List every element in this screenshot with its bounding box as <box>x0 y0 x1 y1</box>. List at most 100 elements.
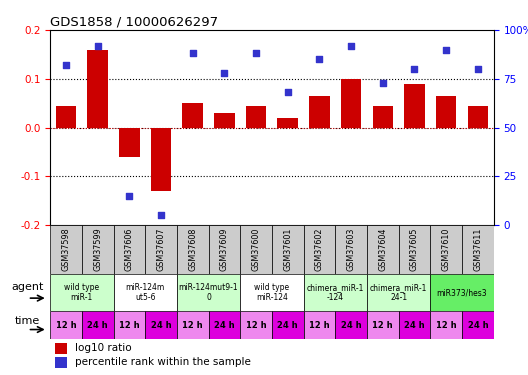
Text: 24 h: 24 h <box>150 321 172 330</box>
Text: wild type
miR-1: wild type miR-1 <box>64 283 99 302</box>
Bar <box>177 311 209 339</box>
Text: GSM37609: GSM37609 <box>220 228 229 271</box>
Bar <box>462 311 494 339</box>
Text: GSM37610: GSM37610 <box>441 228 451 271</box>
Text: percentile rank within the sample: percentile rank within the sample <box>74 357 250 368</box>
Text: miR-124mut9-1
0: miR-124mut9-1 0 <box>179 283 238 302</box>
Text: GSM37602: GSM37602 <box>315 228 324 271</box>
Bar <box>88 50 108 128</box>
Bar <box>177 225 209 274</box>
Bar <box>209 311 240 339</box>
Bar <box>240 311 272 339</box>
Point <box>347 43 355 49</box>
Text: log10 ratio: log10 ratio <box>74 343 131 353</box>
Bar <box>119 128 139 157</box>
Bar <box>145 311 177 339</box>
Bar <box>335 225 367 274</box>
Bar <box>50 274 114 311</box>
Bar <box>367 311 399 339</box>
Bar <box>177 274 240 311</box>
Text: GDS1858 / 10000626297: GDS1858 / 10000626297 <box>50 16 218 29</box>
Point <box>410 66 419 72</box>
Text: agent: agent <box>12 282 44 292</box>
Text: GSM37599: GSM37599 <box>93 228 102 271</box>
Point <box>157 212 165 218</box>
Bar <box>56 106 76 128</box>
Text: 24 h: 24 h <box>467 321 488 330</box>
Bar <box>309 96 329 128</box>
Bar <box>114 274 177 311</box>
Bar <box>54 357 67 368</box>
Text: GSM37600: GSM37600 <box>251 228 261 271</box>
Text: time: time <box>15 316 40 326</box>
Bar <box>54 343 67 354</box>
Bar <box>272 311 304 339</box>
Text: GSM37604: GSM37604 <box>378 228 388 271</box>
Bar <box>430 274 494 311</box>
Bar <box>304 311 335 339</box>
Bar <box>114 311 145 339</box>
Point <box>315 56 324 62</box>
Bar <box>399 225 430 274</box>
Text: GSM37606: GSM37606 <box>125 228 134 271</box>
Bar <box>183 103 203 128</box>
Bar <box>240 274 304 311</box>
Bar <box>367 274 430 311</box>
Text: 12 h: 12 h <box>436 321 457 330</box>
Bar <box>277 118 298 128</box>
Text: 12 h: 12 h <box>119 321 140 330</box>
Text: GSM37603: GSM37603 <box>346 228 356 271</box>
Bar <box>367 225 399 274</box>
Bar <box>209 225 240 274</box>
Text: miR373/hes3: miR373/hes3 <box>437 288 487 297</box>
Text: 12 h: 12 h <box>246 321 267 330</box>
Bar <box>50 311 82 339</box>
Bar <box>430 311 462 339</box>
Bar <box>151 128 171 191</box>
Bar <box>82 225 114 274</box>
Text: chimera_miR-1
-124: chimera_miR-1 -124 <box>307 283 364 302</box>
Text: 24 h: 24 h <box>214 321 235 330</box>
Point <box>62 62 70 68</box>
Text: GSM37608: GSM37608 <box>188 228 197 271</box>
Text: 12 h: 12 h <box>55 321 77 330</box>
Text: GSM37605: GSM37605 <box>410 228 419 271</box>
Point <box>125 193 134 199</box>
Text: GSM37601: GSM37601 <box>283 228 293 271</box>
Bar <box>430 225 462 274</box>
Text: 24 h: 24 h <box>277 321 298 330</box>
Bar <box>240 225 272 274</box>
Bar <box>304 274 367 311</box>
Point <box>474 66 482 72</box>
Bar <box>114 225 145 274</box>
Point <box>220 70 229 76</box>
Point <box>188 50 197 56</box>
Bar <box>304 225 335 274</box>
Text: 24 h: 24 h <box>404 321 425 330</box>
Point <box>93 43 102 49</box>
Point <box>442 46 450 53</box>
Text: wild type
miR-124: wild type miR-124 <box>254 283 289 302</box>
Bar <box>467 106 488 128</box>
Point <box>252 50 260 56</box>
Text: GSM37607: GSM37607 <box>156 228 166 271</box>
Text: GSM37611: GSM37611 <box>473 228 483 271</box>
Bar <box>214 113 234 128</box>
Text: chimera_miR-1
24-1: chimera_miR-1 24-1 <box>370 283 427 302</box>
Text: 12 h: 12 h <box>309 321 330 330</box>
Bar <box>272 225 304 274</box>
Bar <box>372 106 393 128</box>
Point <box>284 89 292 95</box>
Bar <box>341 79 361 128</box>
Bar <box>399 311 430 339</box>
Text: 12 h: 12 h <box>372 321 393 330</box>
Bar <box>246 106 266 128</box>
Text: miR-124m
ut5-6: miR-124m ut5-6 <box>126 283 165 302</box>
Text: 12 h: 12 h <box>182 321 203 330</box>
Text: 24 h: 24 h <box>341 321 362 330</box>
Bar <box>404 84 425 128</box>
Bar <box>145 225 177 274</box>
Text: 24 h: 24 h <box>87 321 108 330</box>
Text: GSM37598: GSM37598 <box>61 228 71 271</box>
Bar <box>335 311 367 339</box>
